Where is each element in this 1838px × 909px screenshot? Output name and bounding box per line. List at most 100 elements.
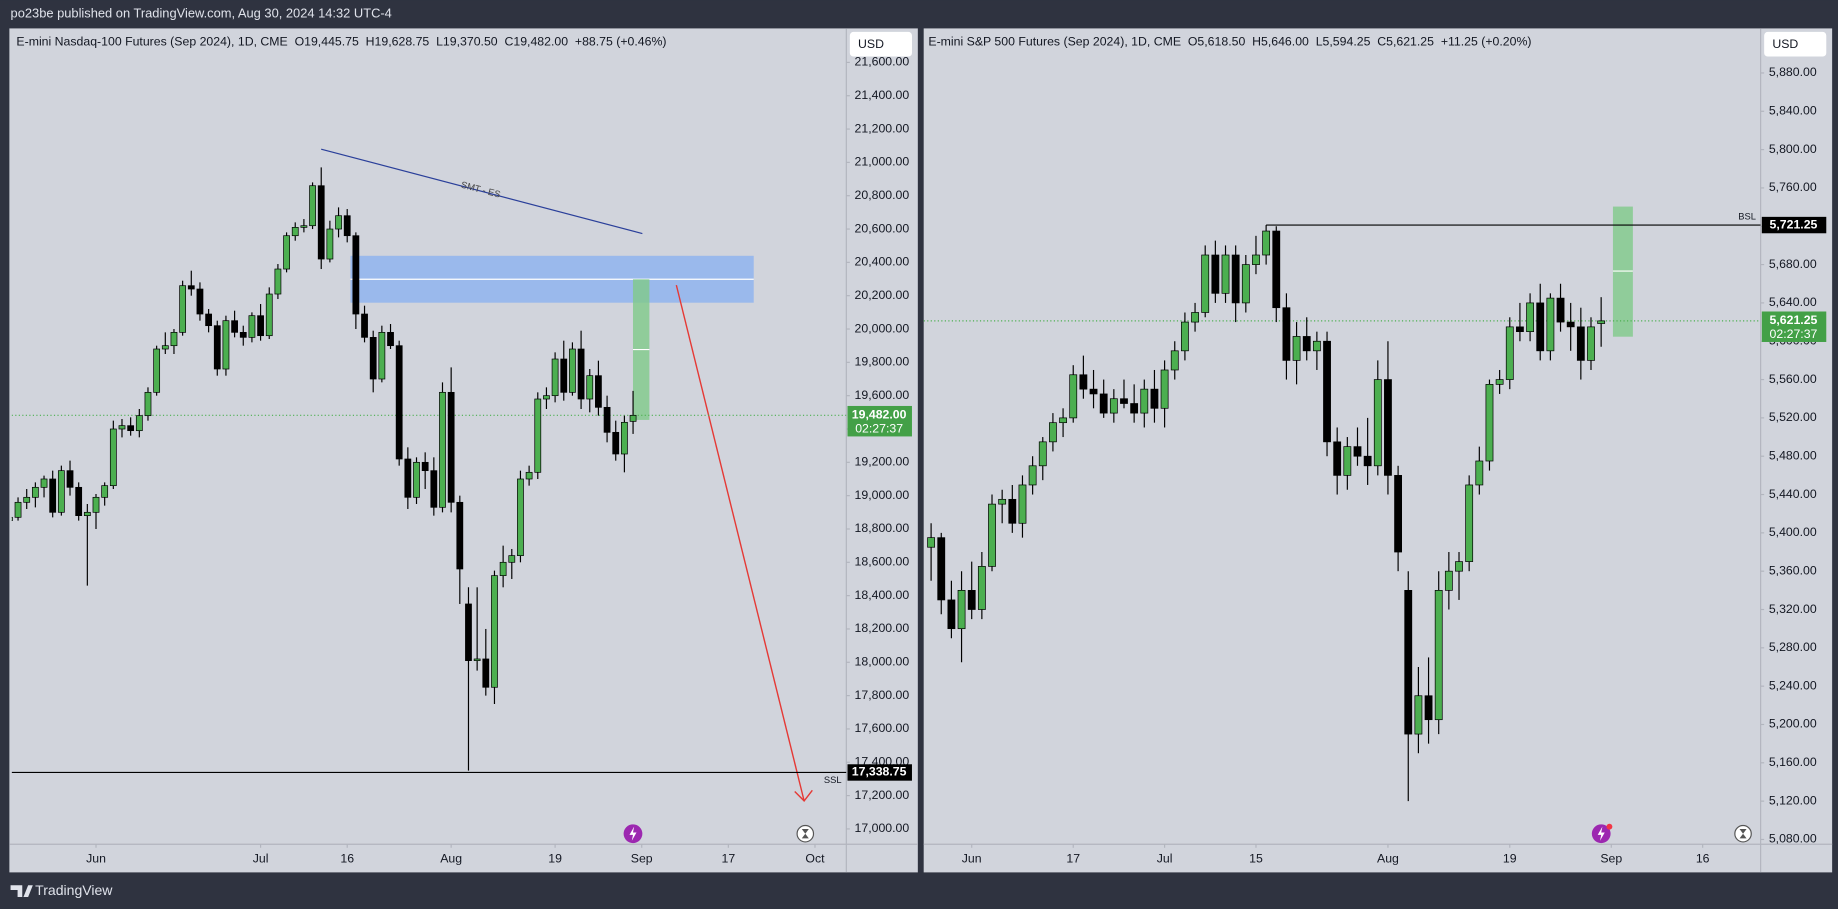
candle-body	[1465, 484, 1474, 562]
candle-body	[499, 561, 507, 576]
candle-body	[1587, 326, 1595, 361]
candle-body	[57, 470, 65, 513]
y-tick-label: 17,600.00	[855, 721, 910, 735]
candle-body	[1221, 254, 1230, 294]
y-tick-label: 5,480.00	[1769, 448, 1817, 462]
x-tick-label: 16	[340, 852, 354, 866]
candle-body	[998, 498, 1007, 505]
candle-body	[1241, 264, 1250, 304]
y-tick-label: 5,120.00	[1769, 793, 1817, 807]
currency-box	[1764, 31, 1827, 57]
candle-body	[66, 470, 74, 488]
countdown: 02:27:37	[855, 422, 903, 436]
candle-body	[1170, 350, 1179, 371]
candle-body	[14, 501, 22, 518]
candle-body	[369, 336, 377, 380]
icon-glyph	[801, 829, 809, 839]
candle-body	[326, 228, 334, 260]
x-tick-label: 17	[722, 852, 736, 866]
candle-body	[957, 589, 966, 630]
x-tick-label: Jun	[86, 852, 106, 866]
y-tick-label: 21,600.00	[855, 55, 910, 69]
icon[interactable]	[1734, 824, 1752, 843]
y-tick-label: 17,200.00	[855, 788, 910, 802]
candle-body	[1130, 403, 1139, 414]
candle-body	[343, 215, 351, 237]
candle-body	[1140, 388, 1149, 414]
y-tick-label: 5,840.00	[1769, 104, 1817, 118]
candle-body	[300, 225, 308, 228]
candle-body	[1384, 379, 1392, 476]
candle-body	[534, 398, 542, 473]
candle-body	[83, 511, 91, 517]
candle-body	[1262, 230, 1271, 256]
currency: USD	[1772, 37, 1798, 51]
candle-body	[1069, 374, 1078, 419]
last-price-label: 19,482.00	[852, 408, 907, 422]
candle-body	[1505, 326, 1514, 380]
candle-body	[40, 478, 48, 488]
level-box	[847, 764, 912, 781]
candle-body	[352, 235, 360, 315]
last-price-box	[1761, 311, 1827, 342]
y-tick-label: 19,600.00	[855, 388, 910, 402]
candle-body	[1201, 254, 1210, 313]
candle-body	[1160, 369, 1169, 409]
candle-body	[161, 345, 169, 350]
candle-body	[179, 285, 187, 333]
candle-body	[1312, 340, 1321, 352]
y-tick-label: 5,240.00	[1769, 678, 1817, 692]
y-tick-label: 18,800.00	[855, 521, 910, 535]
candle-body	[205, 313, 212, 327]
candle-body	[395, 345, 403, 460]
footer: TradingView	[35, 882, 113, 898]
candle-body	[135, 415, 143, 432]
y-tick-label: 5,760.00	[1769, 180, 1817, 194]
candle-body	[1272, 230, 1281, 309]
candle-body	[1018, 484, 1027, 524]
candle-body	[23, 496, 31, 503]
candle-body	[1323, 340, 1331, 443]
candle-body	[517, 478, 524, 556]
candle-body	[170, 331, 178, 347]
candle-body	[413, 461, 420, 498]
icon-dot	[1606, 823, 1613, 830]
candle-body	[1546, 297, 1555, 352]
candle-body	[1180, 321, 1189, 352]
candle-body	[1211, 254, 1220, 294]
candle-body	[1059, 417, 1067, 424]
x-tick-label: Jul	[253, 852, 269, 866]
candle-body	[1343, 446, 1352, 476]
candle-body	[144, 391, 152, 417]
chart-title: E-mini Nasdaq-100 Futures (Sep 2024), 1D…	[16, 35, 666, 49]
candle-body	[222, 320, 230, 370]
candle-body	[1028, 465, 1037, 486]
icon-glyph	[629, 826, 637, 841]
y-tick-label: 18,400.00	[855, 588, 910, 602]
candle-body	[309, 185, 316, 227]
y-tick-label: 21,000.00	[855, 155, 910, 169]
countdown: 02:27:37	[1770, 327, 1818, 341]
y-tick-label: 17,000.00	[855, 821, 910, 835]
candle-body	[482, 658, 490, 688]
candle-body	[629, 414, 637, 422]
y-tick-label: 20,400.00	[855, 255, 910, 269]
y-tick-label: 17,800.00	[855, 688, 910, 702]
candle-body	[525, 471, 533, 480]
candle-body	[447, 391, 455, 503]
icon-glyph	[1597, 826, 1605, 841]
y-tick-label: 5,400.00	[1769, 525, 1817, 539]
chart-title: E-mini S&P 500 Futures (Sep 2024), 1D, C…	[928, 35, 1531, 49]
candle-body	[560, 358, 568, 393]
candle-body	[927, 537, 936, 548]
candle-body	[1597, 320, 1606, 324]
icon[interactable]	[796, 824, 815, 843]
candle-body	[11, 516, 13, 522]
candle-body	[421, 461, 429, 472]
x-tick-label: Aug	[1377, 852, 1399, 866]
candle-body	[109, 428, 117, 487]
candle-body	[213, 325, 221, 370]
y-tick-label: 20,600.00	[855, 221, 910, 235]
level-name: SSL	[824, 775, 842, 785]
